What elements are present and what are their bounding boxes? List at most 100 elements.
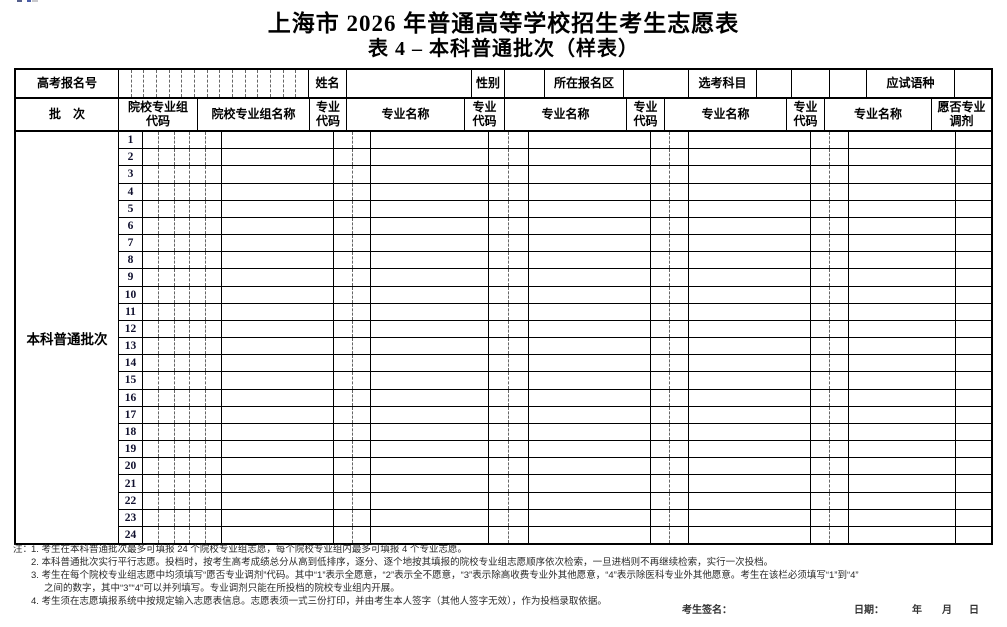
note-line: 3. 考生在每个院校专业组志愿中均须填写“愿否专业调剂”代码。其中“1”表示全愿… [31, 570, 859, 581]
table-row: 13 [119, 338, 991, 356]
volunteer-rows: 1 2 3 4 5 6 7 8 9 10 11 12 13 14 15 16 17 18 19 20 21 22 23 24 [119, 132, 991, 544]
code-digit-box [143, 526, 159, 544]
major-code-cell [334, 303, 371, 320]
code-digit-box [670, 287, 688, 303]
row-number: 22 [119, 492, 143, 509]
adjust-cell [956, 458, 991, 474]
code-digit-box [830, 235, 848, 251]
name-value-cell [347, 70, 472, 97]
code-digit-box [175, 423, 191, 441]
adjust-column-header: 愿否专业 调剂 [937, 100, 986, 128]
code-digit-box [353, 493, 371, 509]
code-digit-box [353, 390, 371, 406]
major-code-cell [811, 252, 849, 269]
code-digit-box [143, 320, 159, 338]
code-digit-box [353, 166, 371, 182]
major-name-cell [849, 441, 956, 458]
group-name-cell [222, 320, 334, 338]
major-code-cell [651, 286, 689, 303]
major-code-cell [334, 475, 371, 492]
batch-name-label: 本科普通批次 [26, 331, 108, 347]
group-name-cell [222, 355, 334, 372]
major-name-cell [371, 406, 489, 423]
code-digit-box [670, 424, 688, 440]
code-digit-box [670, 527, 688, 543]
code-digit-box [190, 183, 207, 200]
group-code-cell [143, 200, 222, 217]
exam-no-digit-box [296, 70, 308, 97]
major-name-cell [371, 372, 489, 389]
exam-no-digit-box [208, 70, 221, 97]
major-code-cell [489, 406, 529, 423]
row-number: 2 [119, 149, 143, 166]
code-digit-box [811, 458, 830, 475]
major-name-cell [849, 286, 956, 303]
major-code-cell [651, 183, 689, 200]
code-digit-box [830, 304, 848, 320]
major-code-cell [334, 492, 371, 509]
group-code-cell [143, 423, 222, 441]
code-digit-box [811, 509, 830, 526]
group-code-cell [143, 320, 222, 338]
code-digit-box [651, 252, 670, 269]
major-code-cell [651, 149, 689, 166]
code-digit-box [489, 509, 509, 526]
code-digit-box [670, 372, 688, 388]
code-digit-box [811, 269, 830, 286]
code-digit-box [830, 269, 848, 285]
code-digit-box [489, 200, 509, 217]
group-name-cell [222, 492, 334, 509]
code-digit-box [811, 252, 830, 269]
subject-3-cell [830, 70, 867, 97]
major-name-cell [371, 303, 489, 320]
major-name-cell [529, 423, 651, 441]
code-digit-box [175, 183, 191, 200]
code-digit-box [206, 458, 221, 474]
code-digit-box [811, 372, 830, 389]
major-name-cell [689, 235, 811, 252]
code-digit-box [489, 338, 509, 355]
major-name-cell [529, 526, 651, 544]
code-digit-box [159, 526, 175, 544]
adjust-cell [956, 252, 991, 268]
code-digit-box [830, 493, 848, 509]
table-row: 22 [119, 492, 991, 510]
major-name-cell [529, 183, 651, 200]
major-name-cell [689, 441, 811, 458]
major-name-cell [371, 338, 489, 355]
code-digit-box [190, 526, 207, 544]
exam-no-digit-box [157, 70, 170, 97]
adjust-cell [956, 510, 991, 526]
major-name-cell [689, 475, 811, 492]
code-digit-box [670, 338, 688, 354]
major-code-cell [651, 372, 689, 389]
major-code-cell [651, 423, 689, 441]
code-digit-box [353, 218, 371, 234]
group-code-header-line2: 代码 [145, 113, 170, 128]
major-code-cell [334, 509, 371, 526]
code-digit-box [159, 509, 175, 526]
code-digit-box [159, 200, 175, 217]
code-digit-box [509, 269, 528, 285]
table-row: 24 [119, 526, 991, 544]
gender-value-cell [505, 70, 545, 97]
code-digit-box [489, 303, 509, 320]
code-digit-box [143, 441, 159, 458]
exam-no-digit-box [220, 70, 234, 97]
code-digit-box [175, 132, 191, 149]
major-name-cell [689, 389, 811, 406]
code-digit-box [159, 269, 175, 286]
code-digit-box [509, 390, 528, 406]
year-label: 年 [912, 605, 922, 616]
code-digit-box [830, 252, 848, 268]
code-digit-box [143, 355, 159, 372]
major-code-cell [651, 492, 689, 509]
code-digit-box [489, 406, 509, 423]
table-row: 7 [119, 235, 991, 253]
code-digit-box [811, 235, 830, 252]
code-digit-box [175, 303, 191, 320]
date-label: 日期： [854, 605, 884, 616]
major-code-cell [811, 423, 849, 441]
major-code-cell [334, 423, 371, 441]
major-name-column-header: 专业名称 [825, 99, 932, 130]
